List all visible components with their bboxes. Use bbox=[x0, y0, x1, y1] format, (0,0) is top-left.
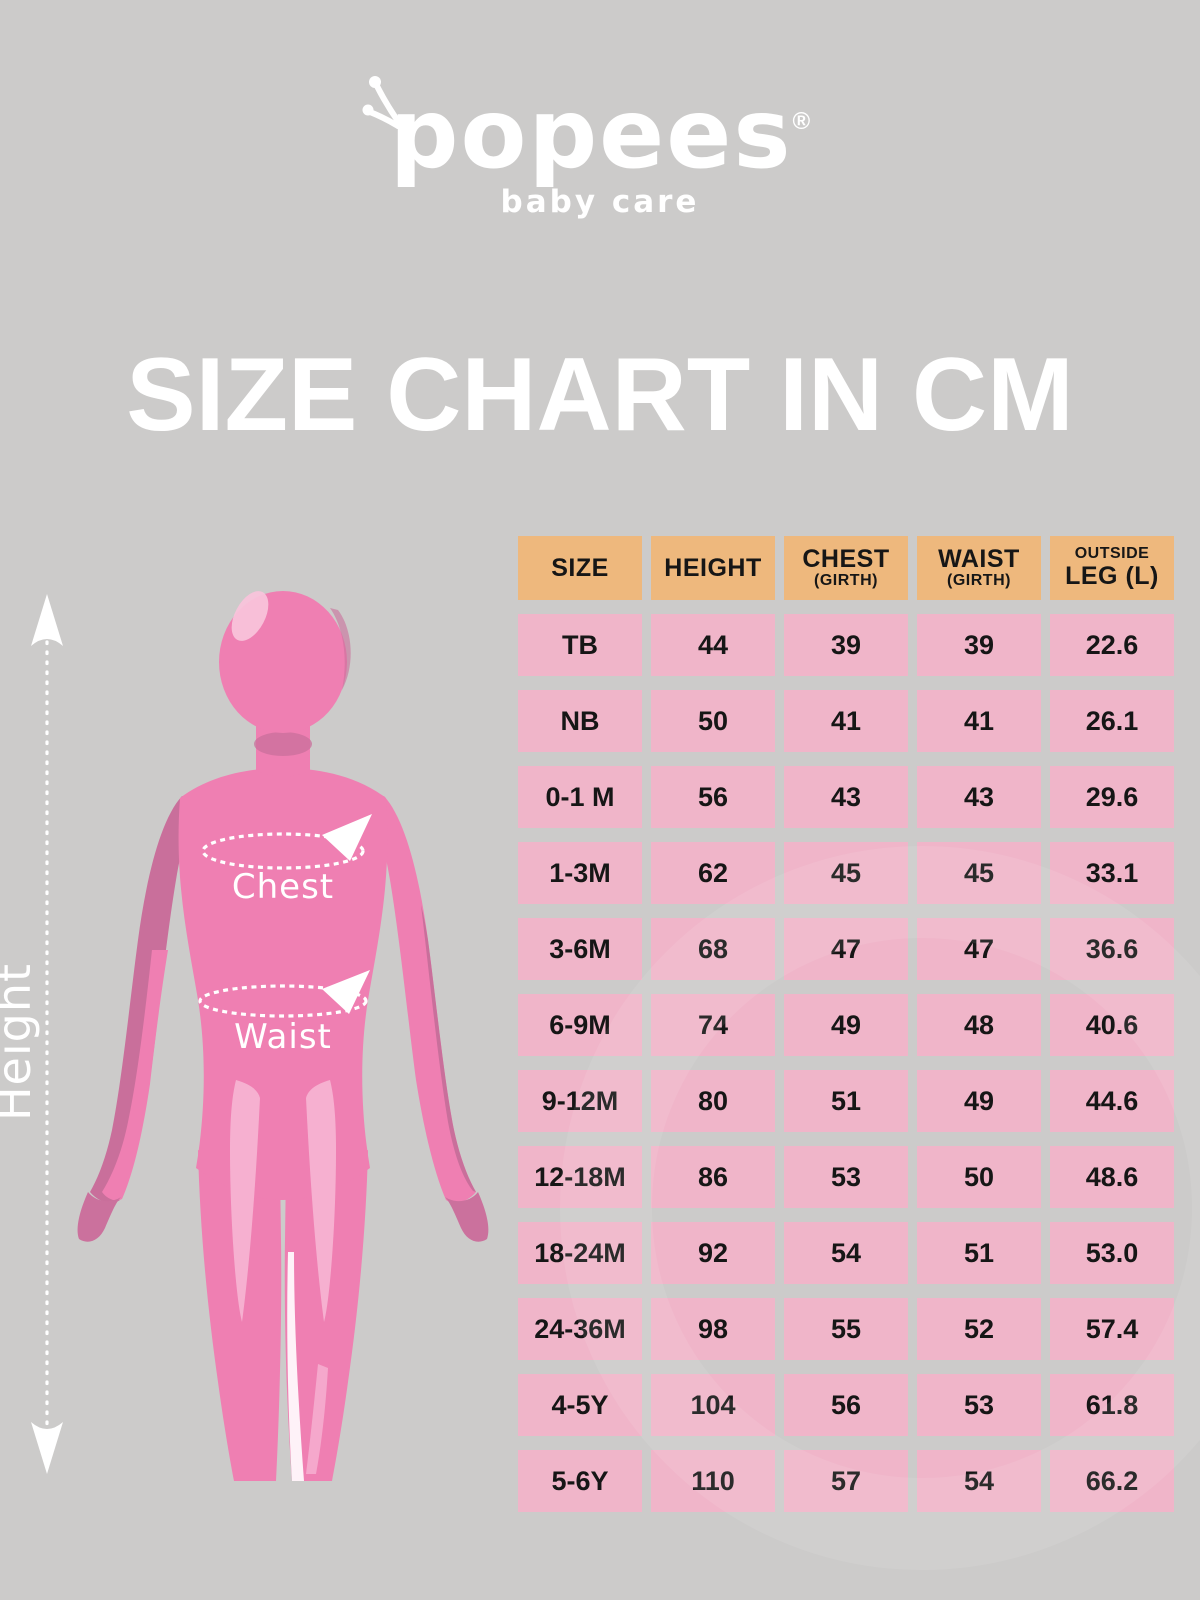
value-cell-18-24M-col4: 53.0 bbox=[1050, 1222, 1174, 1284]
size-cell-6-9M: 6-9M bbox=[518, 994, 642, 1056]
value-cell-1-3M-col4: 33.1 bbox=[1050, 842, 1174, 904]
page-title: SIZE CHART IN CM bbox=[126, 337, 1074, 453]
value-cell-0-1 M-col4: 29.6 bbox=[1050, 766, 1174, 828]
value-cell-6-9M-col4: 40.6 bbox=[1050, 994, 1174, 1056]
value-cell-TB-col2: 39 bbox=[784, 614, 908, 676]
value-cell-4-5Y-col4: 61.8 bbox=[1050, 1374, 1174, 1436]
value-cell-TB-col1: 44 bbox=[651, 614, 775, 676]
value-cell-24-36M-col4: 57.4 bbox=[1050, 1298, 1174, 1360]
value-cell-6-9M-col3: 48 bbox=[917, 994, 1041, 1056]
size-table: SIZE HEIGHT CHEST (GIRTH) WAIST (GIRTH) OUTSID… bbox=[518, 536, 1174, 1512]
header-cell-waist: WAIST (GIRTH) bbox=[917, 536, 1041, 600]
header-cell-height: HEIGHT bbox=[651, 536, 775, 600]
value-cell-3-6M-col2: 47 bbox=[784, 918, 908, 980]
size-cell-24-36M: 24-36M bbox=[518, 1298, 642, 1360]
value-cell-18-24M-col1: 92 bbox=[651, 1222, 775, 1284]
value-cell-12-18M-col4: 48.6 bbox=[1050, 1146, 1174, 1208]
value-cell-12-18M-col2: 53 bbox=[784, 1146, 908, 1208]
value-cell-3-6M-col3: 47 bbox=[917, 918, 1041, 980]
size-cell-4-5Y: 4-5Y bbox=[518, 1374, 642, 1436]
value-cell-6-9M-col2: 49 bbox=[784, 994, 908, 1056]
value-cell-5-6Y-col2: 57 bbox=[784, 1450, 908, 1512]
value-cell-24-36M-col2: 55 bbox=[784, 1298, 908, 1360]
waist-girth-ellipse bbox=[198, 970, 370, 1018]
registered-mark: ® bbox=[792, 108, 811, 135]
size-cell-5-6Y: 5-6Y bbox=[518, 1450, 642, 1512]
logo: popees® baby care bbox=[0, 76, 1200, 220]
header-main-label: SIZE bbox=[551, 553, 609, 582]
value-cell-4-5Y-col1: 104 bbox=[651, 1374, 775, 1436]
size-cell-3-6M: 3-6M bbox=[518, 918, 642, 980]
value-cell-4-5Y-col2: 56 bbox=[784, 1374, 908, 1436]
size-cell-12-18M: 12-18M bbox=[518, 1146, 642, 1208]
value-cell-5-6Y-col3: 54 bbox=[917, 1450, 1041, 1512]
value-cell-9-12M-col2: 51 bbox=[784, 1070, 908, 1132]
header-main-label: LEG (L) bbox=[1065, 562, 1159, 591]
value-cell-TB-col4: 22.6 bbox=[1050, 614, 1174, 676]
value-cell-24-36M-col3: 52 bbox=[917, 1298, 1041, 1360]
waist-label: Waist bbox=[234, 1017, 332, 1057]
value-cell-1-3M-col2: 45 bbox=[784, 842, 908, 904]
size-cell-9-12M: 9-12M bbox=[518, 1070, 642, 1132]
height-label: Height bbox=[0, 963, 41, 1121]
value-cell-5-6Y-col1: 110 bbox=[651, 1450, 775, 1512]
header-sub-label: OUTSIDE bbox=[1074, 545, 1150, 563]
value-cell-12-18M-col1: 86 bbox=[651, 1146, 775, 1208]
value-cell-0-1 M-col3: 43 bbox=[917, 766, 1041, 828]
value-cell-9-12M-col1: 80 bbox=[651, 1070, 775, 1132]
value-cell-NB-col2: 41 bbox=[784, 690, 908, 752]
header-main-label: HEIGHT bbox=[664, 553, 762, 582]
mannequin-body bbox=[77, 591, 489, 1481]
value-cell-TB-col3: 39 bbox=[917, 614, 1041, 676]
value-cell-4-5Y-col3: 53 bbox=[917, 1374, 1041, 1436]
value-cell-5-6Y-col4: 66.2 bbox=[1050, 1450, 1174, 1512]
value-cell-24-36M-col1: 98 bbox=[651, 1298, 775, 1360]
size-cell-18-24M: 18-24M bbox=[518, 1222, 642, 1284]
baby-mannequin-figure: Height bbox=[0, 591, 489, 1481]
header-cell-size: SIZE bbox=[518, 536, 642, 600]
size-cell-1-3M: 1-3M bbox=[518, 842, 642, 904]
value-cell-9-12M-col3: 49 bbox=[917, 1070, 1041, 1132]
value-cell-NB-col1: 50 bbox=[651, 690, 775, 752]
size-cell-0-1 M: 0-1 M bbox=[518, 766, 642, 828]
value-cell-1-3M-col3: 45 bbox=[917, 842, 1041, 904]
logo-wordmark: popees® bbox=[362, 76, 811, 182]
header-cell-leg-l-: OUTSIDE LEG (L) bbox=[1050, 536, 1174, 600]
header-main-label: WAIST bbox=[938, 545, 1020, 574]
value-cell-3-6M-col4: 36.6 bbox=[1050, 918, 1174, 980]
value-cell-0-1 M-col2: 43 bbox=[784, 766, 908, 828]
height-arrow-icon bbox=[31, 594, 63, 1474]
value-cell-6-9M-col1: 74 bbox=[651, 994, 775, 1056]
value-cell-9-12M-col4: 44.6 bbox=[1050, 1070, 1174, 1132]
value-cell-18-24M-col3: 51 bbox=[917, 1222, 1041, 1284]
value-cell-12-18M-col3: 50 bbox=[917, 1146, 1041, 1208]
chest-girth-ellipse bbox=[201, 814, 372, 870]
header-sub-label: (GIRTH) bbox=[814, 571, 878, 589]
butterfly-antennae-icon bbox=[362, 76, 403, 129]
header-main-label: CHEST bbox=[802, 545, 890, 574]
value-cell-18-24M-col2: 54 bbox=[784, 1222, 908, 1284]
header-cell-chest: CHEST (GIRTH) bbox=[784, 536, 908, 600]
chest-label: Chest bbox=[232, 867, 334, 907]
brand-tagline: baby care bbox=[500, 184, 700, 220]
value-cell-NB-col4: 26.1 bbox=[1050, 690, 1174, 752]
value-cell-NB-col3: 41 bbox=[917, 690, 1041, 752]
value-cell-3-6M-col1: 68 bbox=[651, 918, 775, 980]
value-cell-0-1 M-col1: 56 bbox=[651, 766, 775, 828]
header-sub-label: (GIRTH) bbox=[947, 571, 1011, 589]
size-cell-NB: NB bbox=[518, 690, 642, 752]
value-cell-1-3M-col1: 62 bbox=[651, 842, 775, 904]
size-cell-TB: TB bbox=[518, 614, 642, 676]
brand-name: popees bbox=[389, 78, 793, 190]
